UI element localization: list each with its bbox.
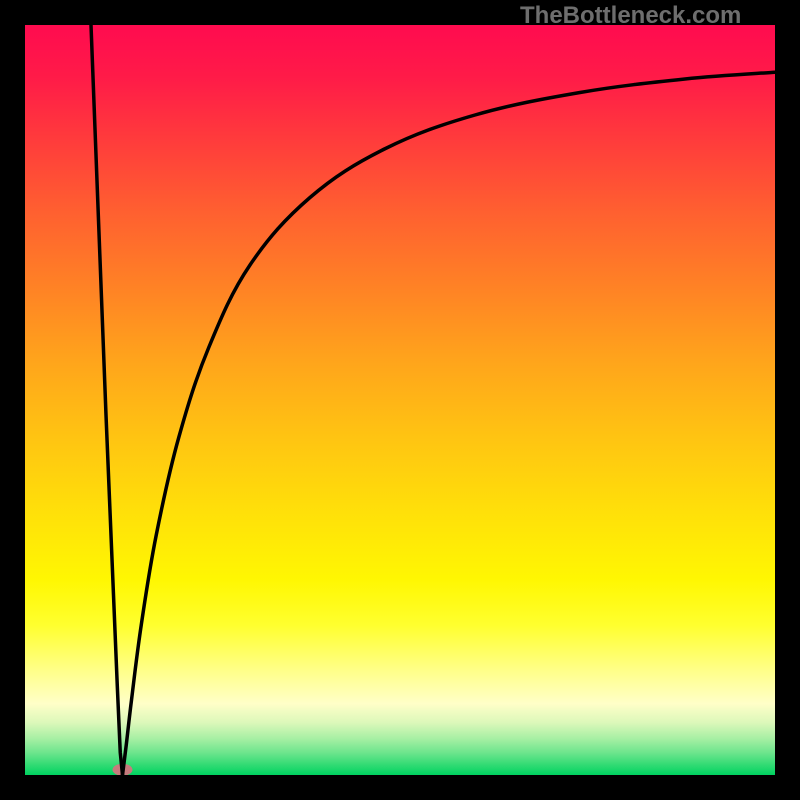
chart-container: TheBottleneck.com (0, 0, 800, 800)
plot-area (25, 25, 775, 775)
curve-layer (25, 25, 775, 775)
watermark-text: TheBottleneck.com (520, 2, 741, 30)
curve-left-branch (91, 25, 123, 775)
curve-right-branch (123, 72, 776, 775)
